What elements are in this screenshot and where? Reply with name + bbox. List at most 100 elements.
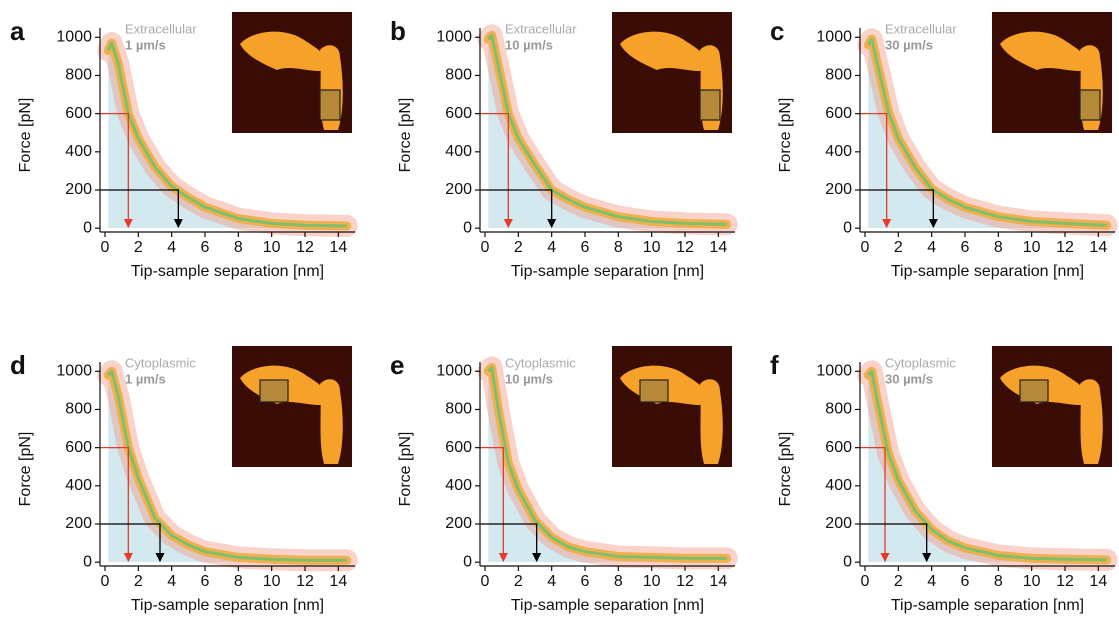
panel-subtitle: 10 µm/s: [505, 37, 553, 52]
x-tick-label: 4: [927, 573, 936, 590]
x-tick-label: 2: [894, 239, 903, 256]
arrow: [860, 189, 938, 229]
y-tick-label: 1000: [56, 362, 92, 379]
y-tick-label: 400: [65, 143, 92, 160]
inset-membrane: [700, 379, 723, 464]
y-axis-label: Force [pN]: [777, 432, 794, 507]
y-tick-label: 200: [825, 181, 852, 198]
y-tick-label: 200: [445, 181, 472, 198]
y-tick-label: 400: [445, 143, 472, 160]
y-tick-label: 0: [843, 553, 852, 570]
arrow: [100, 189, 183, 229]
x-tick-label: 0: [481, 239, 490, 256]
arrow: [100, 446, 133, 563]
area: [108, 371, 347, 563]
inset-box: [699, 89, 721, 121]
x-tick-label: 14: [1089, 573, 1107, 590]
x-tick-label: 2: [514, 573, 523, 590]
inset-box: [259, 379, 289, 403]
x-tick-label: 8: [234, 239, 243, 256]
x-tick-label: 2: [134, 239, 143, 256]
x-tick-label: 6: [961, 573, 970, 590]
inset-membrane: [1080, 379, 1103, 464]
panel-title: Cytoplasmic: [885, 355, 956, 370]
y-tick-label: 1000: [56, 28, 92, 45]
x-axis-label: Tip-sample separation [nm]: [511, 263, 704, 280]
y-tick-label: 600: [65, 105, 92, 122]
area: [488, 367, 727, 563]
x-tick-label: 10: [1023, 573, 1041, 590]
x-tick-label: 10: [643, 573, 661, 590]
panel-subtitle: 30 µm/s: [885, 371, 933, 386]
x-tick-label: 2: [514, 239, 523, 256]
x-tick-label: 8: [994, 573, 1003, 590]
x-tick-label: 2: [134, 573, 143, 590]
panel-title: Extracellular: [505, 21, 577, 36]
x-tick-label: 4: [547, 239, 556, 256]
panel-label: b: [390, 16, 406, 46]
x-tick-label: 2: [894, 573, 903, 590]
x-tick-label: 8: [614, 573, 623, 590]
y-tick-label: 200: [65, 181, 92, 198]
curve-core: [106, 41, 347, 228]
inset-membrane: [620, 31, 708, 71]
y-tick-label: 0: [83, 553, 92, 570]
x-tick-label: 14: [329, 239, 347, 256]
x-tick-label: 4: [927, 239, 936, 256]
y-tick-label: 400: [445, 477, 472, 494]
y-tick-label: 200: [825, 515, 852, 532]
panel-label: c: [770, 16, 784, 46]
y-tick-label: 600: [445, 105, 472, 122]
y-tick-label: 1000: [436, 28, 472, 45]
x-tick-label: 12: [1056, 239, 1074, 256]
x-axis-label: Tip-sample separation [nm]: [131, 263, 324, 280]
panel-label: d: [10, 350, 26, 380]
x-tick-label: 14: [1089, 239, 1107, 256]
y-axis-label: Force [pN]: [397, 432, 414, 507]
y-axis-label: Force [pN]: [777, 98, 794, 173]
x-tick-label: 14: [709, 239, 727, 256]
y-tick-label: 1000: [816, 362, 852, 379]
inset-membrane: [320, 379, 343, 464]
x-tick-label: 4: [167, 573, 176, 590]
arrow: [480, 112, 513, 229]
y-tick-label: 600: [65, 439, 92, 456]
y-tick-label: 800: [445, 67, 472, 84]
x-tick-label: 6: [201, 573, 210, 590]
area: [488, 35, 727, 229]
x-axis-label: Tip-sample separation [nm]: [891, 263, 1084, 280]
inset-box: [319, 89, 341, 121]
y-tick-label: 1000: [436, 362, 472, 379]
panel-subtitle: 1 µm/s: [125, 37, 166, 52]
arrow: [480, 446, 508, 563]
x-tick-label: 6: [581, 573, 590, 590]
y-tick-label: 600: [445, 439, 472, 456]
y-tick-label: 800: [445, 401, 472, 418]
x-tick-label: 10: [1023, 239, 1041, 256]
arrow: [480, 523, 542, 563]
y-tick-label: 800: [65, 67, 92, 84]
x-tick-label: 8: [994, 239, 1003, 256]
inset-membrane: [1000, 31, 1088, 71]
x-axis-label: Tip-sample separation [nm]: [891, 597, 1084, 614]
y-tick-label: 400: [825, 143, 852, 160]
y-tick-label: 200: [445, 515, 472, 532]
inset-box: [1079, 89, 1101, 121]
y-tick-label: 1000: [816, 28, 852, 45]
x-tick-label: 12: [676, 239, 694, 256]
y-axis-label: Force [pN]: [17, 432, 34, 507]
x-tick-label: 12: [296, 239, 314, 256]
curve-core: [107, 369, 347, 562]
panel-label: f: [770, 350, 779, 380]
panel-subtitle: 1 µm/s: [125, 371, 166, 386]
panel-title: Extracellular: [885, 21, 957, 36]
arrow: [480, 189, 557, 229]
panel-subtitle: 10 µm/s: [505, 371, 553, 386]
x-tick-label: 6: [961, 239, 970, 256]
x-tick-label: 0: [101, 573, 110, 590]
x-axis-label: Tip-sample separation [nm]: [131, 597, 324, 614]
x-tick-label: 0: [861, 239, 870, 256]
y-tick-label: 600: [825, 439, 852, 456]
x-tick-label: 6: [581, 239, 590, 256]
